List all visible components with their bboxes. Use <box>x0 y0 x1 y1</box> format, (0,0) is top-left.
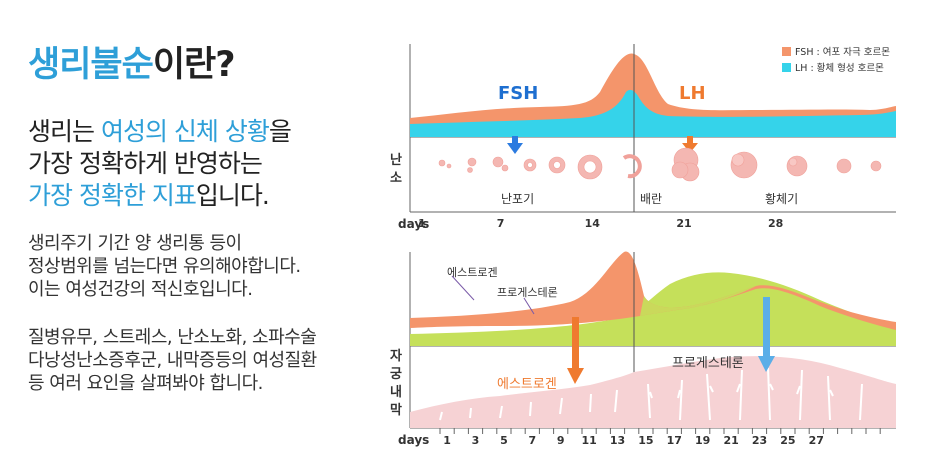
progesterone-curve-label: 프로게스테론 <box>497 286 558 299</box>
lh-arrow <box>682 136 698 153</box>
estrogen-arrow <box>567 317 584 384</box>
bottom-chart: 에스트로겐 프로게스테론 에스트로겐 프로게스테론 자 궁 내 <box>390 251 896 447</box>
legend-lh-swatch <box>782 63 791 72</box>
estrogen-curve-label: 에스트로겐 <box>447 266 498 279</box>
legend-fsh-label: FSH : 여포 자극 호르몬 <box>795 46 890 58</box>
progesterone-overlap <box>640 286 756 316</box>
endometrium-glands <box>439 367 863 421</box>
bottom-day-tick-label: 1 <box>443 434 451 447</box>
bottom-day-tick-label: 23 <box>752 434 767 447</box>
lh-label: LH <box>679 83 706 104</box>
lh-area <box>410 89 896 137</box>
bottom-day-tick-label: 27 <box>809 434 824 447</box>
uterus-label-2: 궁 <box>390 367 402 382</box>
bottom-day-tick-label: 19 <box>695 434 710 447</box>
fsh-label: FSH <box>498 83 538 104</box>
lead-line-2: 가장 정확하게 반영하는 <box>28 149 263 178</box>
top-day-tick-label: 28 <box>768 217 783 230</box>
lead-line3-end: 입니다. <box>195 181 270 210</box>
uterus-label-1: 자 <box>390 349 402 364</box>
lead-line1-highlight: 여성의 신체 상황 <box>100 117 270 146</box>
paragraph-2-line: 다낭성난소증후군, 내막증등의 여성질환 <box>28 350 317 371</box>
bottom-day-tick-label: 5 <box>500 434 508 447</box>
lead-line3-highlight: 가장 정확한 지표 <box>28 181 197 210</box>
bottom-day-tick-label: 15 <box>638 434 653 447</box>
lead-line1-end: 을 <box>268 117 292 146</box>
lead-line-1: 생리는 여성의 신체 상황을 <box>28 116 292 148</box>
ovary-label-1: 난 <box>390 153 402 168</box>
lead-line-3: 가장 정확한 지표입니다. <box>28 180 291 212</box>
bottom-day-tick-label: 13 <box>610 434 625 447</box>
paragraph-1: 생리주기 기간 양 생리통 등이 정상범위를 넘는다면 유의해야합니다. 이는 … <box>28 232 301 301</box>
phase-label-follicular: 난포기 <box>501 192 534 206</box>
bottom-day-tick-label: 21 <box>723 434 738 447</box>
uterus-label-3: 내 <box>390 384 402 400</box>
phase-label-ovulation: 배란 <box>640 192 662 206</box>
bottom-day-tick-label: 11 <box>581 434 596 447</box>
top-day-tick-label: 1 <box>418 217 426 230</box>
lead-text: 생리는 여성의 신체 상황을 가장 정확하게 반영하는 가장 정확한 지표입니다… <box>28 116 292 212</box>
progesterone-arrow-label: 프로게스테론 <box>672 356 744 371</box>
bottom-day-tick-label: 25 <box>780 434 795 447</box>
phase-label-luteal: 황체기 <box>765 192 798 206</box>
bottom-day-ticks: 1 3 5 7 9 11 13 15 17 19 21 23 25 27 <box>439 428 881 447</box>
paragraph-1-line: 정상범위를 넘는다면 유의해야합니다. <box>28 256 301 277</box>
lead-line1-plain: 생리는 <box>28 117 101 146</box>
top-days-label: days <box>398 217 429 231</box>
bottom-day-tick-label: 7 <box>528 434 536 447</box>
bottom-day-tick-label: 9 <box>557 434 565 447</box>
paragraph-1-line: 생리주기 기간 양 생리통 등이 <box>28 233 242 254</box>
fsh-arrow <box>507 136 523 154</box>
top-day-tick-label: 14 <box>585 217 601 230</box>
top-chart: FSH : 여포 자극 호르몬 LH : 황체 형성 호르몬 FSH LH 난 … <box>390 44 896 231</box>
top-day-tick-label: 7 <box>497 217 505 230</box>
paragraph-1-line: 이는 여성건강의 적신호입니다. <box>28 279 253 300</box>
paragraph-2: 질병유무, 스트레스, 난소노화, 소파수술 다낭성난소증후군, 내막증등의 여… <box>28 326 317 395</box>
estrogen-arrow-label: 에스트로겐 <box>497 377 557 392</box>
bottom-day-tick-label: 3 <box>472 434 480 447</box>
title-rest: 이란? <box>152 45 236 85</box>
legend-lh-label: LH : 황체 형성 호르몬 <box>795 63 884 74</box>
bottom-days-label: days <box>398 433 429 447</box>
progesterone-leader-line <box>523 297 535 315</box>
uterus-label-4: 막 <box>390 402 402 418</box>
page-title: 생리불순이란? <box>28 36 236 87</box>
legend-fsh-swatch <box>782 47 791 56</box>
estrogen-leader-line <box>451 275 475 301</box>
title-highlight: 생리불순 <box>28 45 154 85</box>
progesterone-arrow <box>758 297 775 372</box>
ovary-label-2: 소 <box>390 171 402 186</box>
paragraph-2-line: 등 여러 요인을 살펴봐야 합니다. <box>28 373 263 394</box>
fsh-area <box>410 53 896 137</box>
endometrium-area <box>410 356 896 428</box>
follicle-stages <box>438 147 882 182</box>
bottom-day-tick-label: 17 <box>667 434 682 447</box>
top-day-ticks: 1 7 14 21 28 <box>418 217 783 230</box>
paragraph-2-line: 질병유무, 스트레스, 난소노화, 소파수술 <box>28 327 317 348</box>
top-day-tick-label: 21 <box>676 217 691 230</box>
